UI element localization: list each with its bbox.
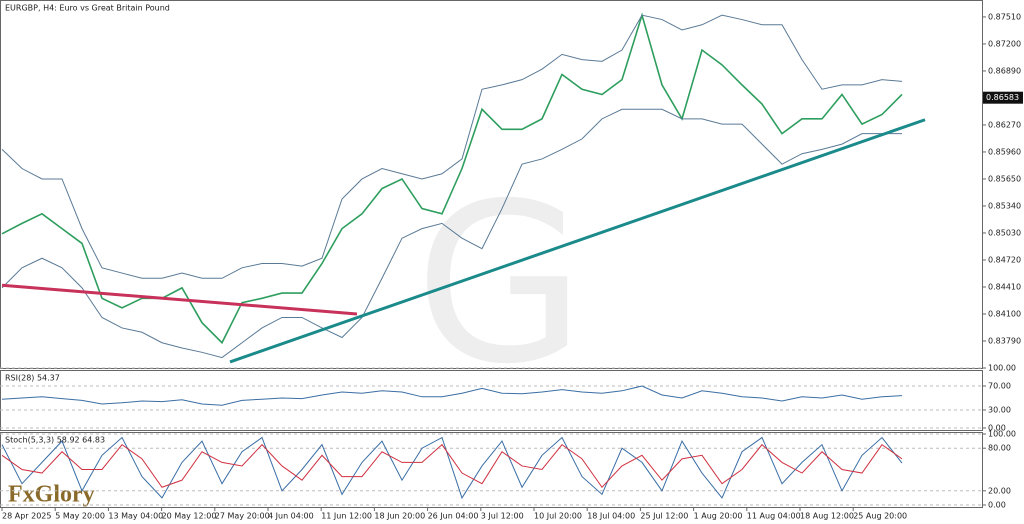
y-tick-label: 30.00 — [988, 406, 1011, 415]
panel-title: Stoch(5,3,3) 58.92 64.83 — [5, 436, 105, 445]
panel-title: RSI(28) 54.37 — [5, 374, 60, 383]
y-tick-label: 0.00 — [988, 501, 1006, 510]
y-tick-label: 70.00 — [988, 382, 1011, 391]
x-tick-label: 27 May 20:00 — [215, 512, 270, 521]
y-tick-label: 0.86270 — [988, 120, 1021, 129]
panel-frame — [0, 432, 983, 508]
y-tick-label: 0.87510 — [988, 12, 1021, 21]
trendline — [229, 118, 926, 364]
series-line — [1, 108, 902, 359]
series-line — [1, 436, 903, 500]
y-tick-label: 0.85340 — [988, 201, 1021, 210]
x-tick-label: 25 Aug 20:00 — [853, 512, 907, 521]
y-tick-label: 0.84100 — [988, 309, 1021, 318]
y-tick-label: 0.84720 — [988, 255, 1021, 264]
current-price-box — [983, 91, 1023, 104]
series-line — [1, 14, 903, 279]
y-tick-label: 0.85960 — [988, 147, 1021, 156]
x-tick-label: 18 Aug 12:00 — [800, 512, 854, 521]
x-tick-label: 11 Jun 12:00 — [321, 512, 372, 521]
y-tick-label: 0.83790 — [988, 336, 1021, 345]
x-tick-label: 13 May 04:00 — [108, 512, 163, 521]
x-tick-label: 4 Jun 04:00 — [268, 512, 314, 521]
y-tick-label: 0.00 — [988, 424, 1006, 433]
series-line — [1, 443, 903, 489]
y-tick-label: 0.85030 — [988, 228, 1021, 237]
current-price-label: 0.86583 — [986, 93, 1019, 102]
y-tick-label: 0.85650 — [988, 174, 1021, 183]
x-tick-label: 18 Jul 04:00 — [587, 512, 635, 521]
series-line — [1, 385, 903, 406]
x-tick-label: 25 Jul 12:00 — [640, 512, 688, 521]
panel-frame — [0, 370, 983, 431]
x-tick-label: 1 Aug 20:00 — [694, 512, 743, 521]
y-tick-label: 100.00 — [988, 430, 1016, 439]
panel-title: EURGBP, H4: Euro vs Great Britain Pound — [5, 4, 170, 13]
y-tick-label: 0.84410 — [988, 282, 1021, 291]
y-tick-label: 0.87200 — [988, 39, 1021, 48]
x-tick-label: 20 May 12:00 — [162, 512, 217, 521]
watermark: G — [415, 156, 585, 412]
x-tick-label: 26 Jun 04:00 — [428, 512, 479, 521]
x-tick-label: 18 Jun 20:00 — [374, 512, 425, 521]
trendline — [1, 283, 358, 316]
logo: FxGlory — [8, 482, 95, 508]
x-tick-label: 10 Jul 20:00 — [534, 512, 582, 521]
y-tick-label: 20.00 — [988, 486, 1011, 495]
x-tick-label: 5 May 20:00 — [55, 512, 105, 521]
y-tick-label: 80.00 — [988, 444, 1011, 453]
y-tick-label: 100.00 — [988, 364, 1016, 373]
panel-frame — [0, 0, 983, 369]
x-tick-label: 11 Aug 04:00 — [747, 512, 801, 521]
x-tick-label: 3 Jul 12:00 — [481, 512, 524, 521]
y-tick-label: 0.86890 — [988, 66, 1021, 75]
x-tick-label: 28 Apr 2025 — [2, 512, 51, 521]
